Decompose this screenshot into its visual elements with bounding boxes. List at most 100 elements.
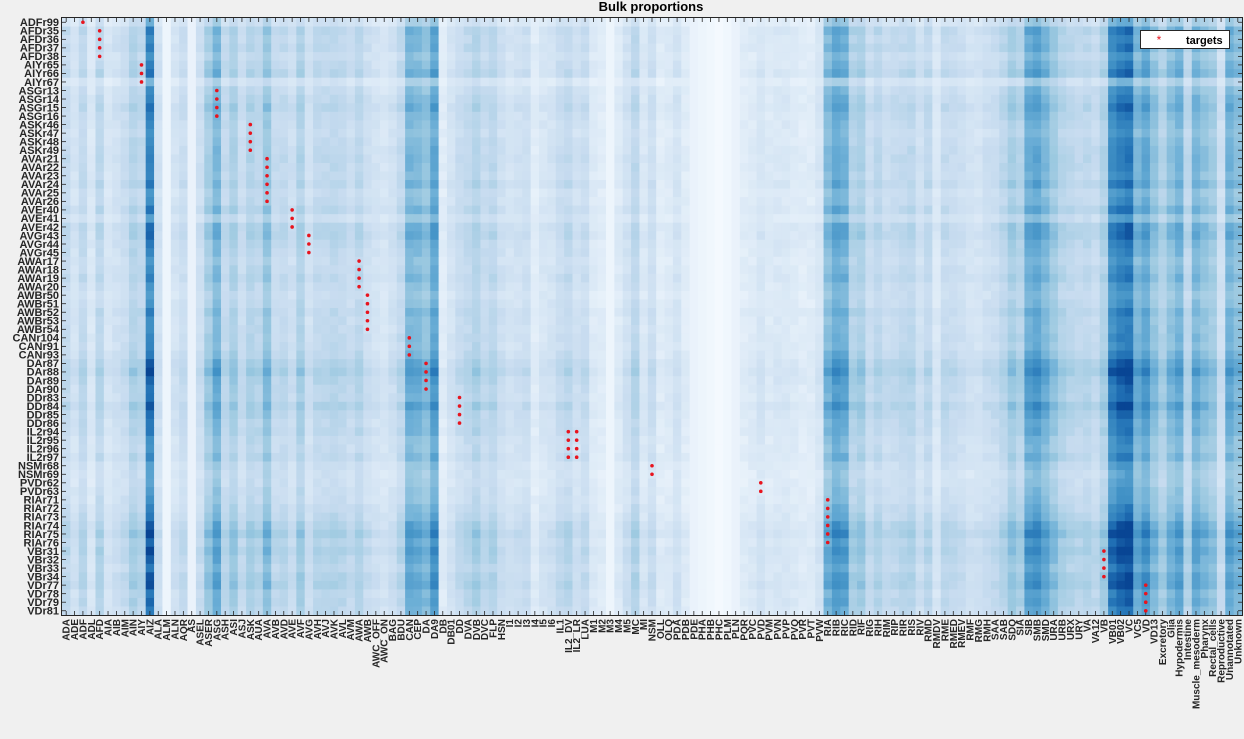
heatmap-cell [95, 214, 105, 224]
heatmap-cell [246, 256, 256, 266]
heatmap-cell [212, 35, 222, 45]
heatmap-cell [622, 18, 632, 28]
heatmap-cell [564, 214, 574, 224]
heatmap-cell [170, 205, 180, 215]
heatmap-cell [338, 18, 348, 28]
heatmap-cell [664, 94, 674, 104]
heatmap-cell [1041, 77, 1051, 87]
heatmap-cell [480, 69, 490, 79]
heatmap-cell [890, 86, 900, 96]
heatmap-cell [748, 239, 758, 249]
heatmap-cell [522, 265, 532, 275]
heatmap-cell [1149, 120, 1159, 130]
heatmap-cell [1116, 256, 1126, 266]
heatmap-cell [438, 52, 448, 62]
heatmap-cell [346, 273, 356, 283]
heatmap-cell [622, 128, 632, 138]
heatmap-cell [1074, 282, 1084, 292]
heatmap-cell [898, 111, 908, 121]
heatmap-cell [1057, 154, 1067, 164]
heatmap-cell [572, 94, 582, 104]
heatmap-cell [597, 43, 607, 53]
heatmap-cell [472, 35, 482, 45]
heatmap-cell [706, 145, 716, 156]
heatmap-cell [739, 282, 749, 292]
heatmap-cell [488, 26, 498, 36]
heatmap-cell [781, 69, 791, 79]
heatmap-cell [430, 282, 440, 292]
heatmap-cell [204, 86, 214, 96]
heatmap-cell [1116, 35, 1126, 45]
heatmap-cell [631, 197, 641, 207]
heatmap-cell [287, 316, 297, 326]
heatmap-cell [70, 171, 80, 181]
heatmap-cell [865, 162, 875, 173]
heatmap-cell [78, 35, 88, 45]
heatmap-cell [957, 299, 967, 309]
heatmap-cell [764, 299, 774, 309]
heatmap-cell [195, 290, 205, 301]
heatmap-cell [497, 205, 507, 215]
heatmap-cell [321, 282, 331, 292]
heatmap-cell [1032, 222, 1042, 232]
heatmap-cell [580, 94, 590, 104]
heatmap-cell [748, 307, 758, 318]
heatmap-cell [405, 69, 415, 79]
heatmap-cell [831, 128, 841, 138]
heatmap-cell [388, 256, 398, 266]
heatmap-cell [472, 307, 482, 318]
heatmap-cell [597, 248, 607, 258]
heatmap-cell [815, 171, 825, 181]
heatmap-cell [221, 222, 230, 232]
heatmap-cell [622, 307, 632, 318]
heatmap-cell [806, 26, 816, 36]
heatmap-cell [254, 52, 264, 62]
heatmap-cell [698, 248, 707, 258]
heatmap-cell [790, 273, 800, 283]
heatmap-cell [338, 120, 348, 130]
heatmap-cell [338, 282, 348, 292]
heatmap-cell [572, 103, 582, 113]
heatmap-cell [354, 197, 364, 207]
heatmap-cell [639, 69, 649, 79]
heatmap-cell [798, 26, 808, 36]
heatmap-cell [346, 103, 356, 113]
heatmap-cell [723, 94, 733, 104]
heatmap-cell [421, 86, 431, 96]
heatmap-cell [287, 111, 297, 121]
heatmap-cell [614, 282, 624, 292]
heatmap-cell [831, 26, 841, 36]
heatmap-cell [154, 77, 164, 87]
heatmap-cell [221, 231, 230, 241]
heatmap-cell [580, 188, 590, 198]
heatmap-cell [1124, 231, 1134, 241]
heatmap-cell [823, 154, 833, 164]
heatmap-cell [639, 256, 649, 266]
heatmap-cell [162, 69, 172, 79]
heatmap-cell [664, 128, 674, 138]
heatmap-cell [907, 154, 917, 164]
heatmap-cell [1066, 18, 1076, 28]
heatmap-cell [1057, 282, 1067, 292]
heatmap-cell [1082, 120, 1092, 130]
heatmap-cell [656, 94, 666, 104]
heatmap-cell [221, 188, 230, 198]
heatmap-cell [723, 171, 733, 181]
heatmap-cell [497, 18, 507, 28]
heatmap-cell [731, 103, 741, 113]
heatmap-cell [848, 188, 858, 198]
heatmap-cell [488, 69, 498, 79]
heatmap-cell [472, 94, 482, 104]
heatmap-cell [497, 307, 507, 318]
heatmap-cell [723, 307, 733, 318]
heatmap-cell [472, 154, 482, 164]
heatmap-cell [982, 239, 992, 249]
heatmap-cell [1091, 307, 1101, 318]
heatmap-cell [262, 94, 272, 104]
heatmap-cell [681, 197, 691, 207]
heatmap-cell [363, 231, 373, 241]
heatmap-cell [1032, 171, 1042, 181]
heatmap-cell [137, 171, 147, 181]
heatmap-cell [70, 26, 80, 36]
heatmap-cell [262, 86, 272, 96]
